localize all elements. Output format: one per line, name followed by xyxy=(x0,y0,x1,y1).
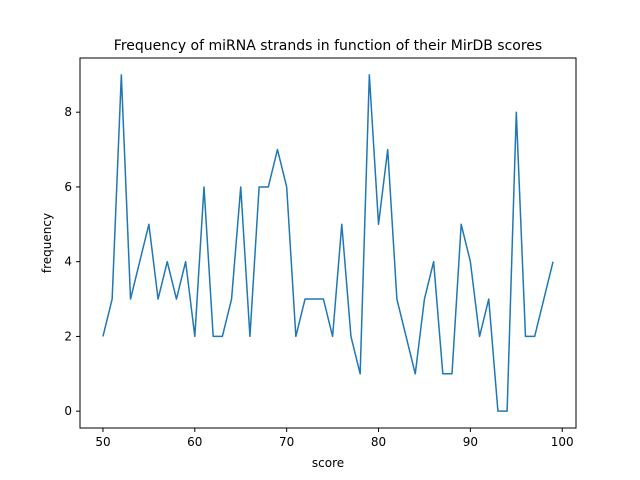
plot-area xyxy=(102,74,554,412)
y-tick-label: 0 xyxy=(64,404,72,418)
chart-title: Frequency of miRNA strands in function o… xyxy=(114,38,542,54)
x-tick-label: 60 xyxy=(187,435,202,449)
x-tick-label: 50 xyxy=(95,435,110,449)
y-tick-label: 8 xyxy=(64,105,72,119)
x-axis-label: score xyxy=(312,456,344,470)
x-tick-label: 90 xyxy=(463,435,478,449)
x-axis: 50 60 70 80 90 100 xyxy=(95,428,574,449)
axes-frame xyxy=(79,57,577,429)
x-tick-label: 100 xyxy=(551,435,574,449)
y-tick-label: 4 xyxy=(64,255,72,269)
y-tick-label: 2 xyxy=(64,329,72,343)
y-axis: 0 2 4 6 8 xyxy=(64,105,80,418)
y-tick-label: 6 xyxy=(64,180,72,194)
x-tick-label: 80 xyxy=(371,435,386,449)
series-line-0 xyxy=(102,74,554,412)
y-axis-label: frequency xyxy=(40,213,54,273)
x-tick-label: 70 xyxy=(279,435,294,449)
